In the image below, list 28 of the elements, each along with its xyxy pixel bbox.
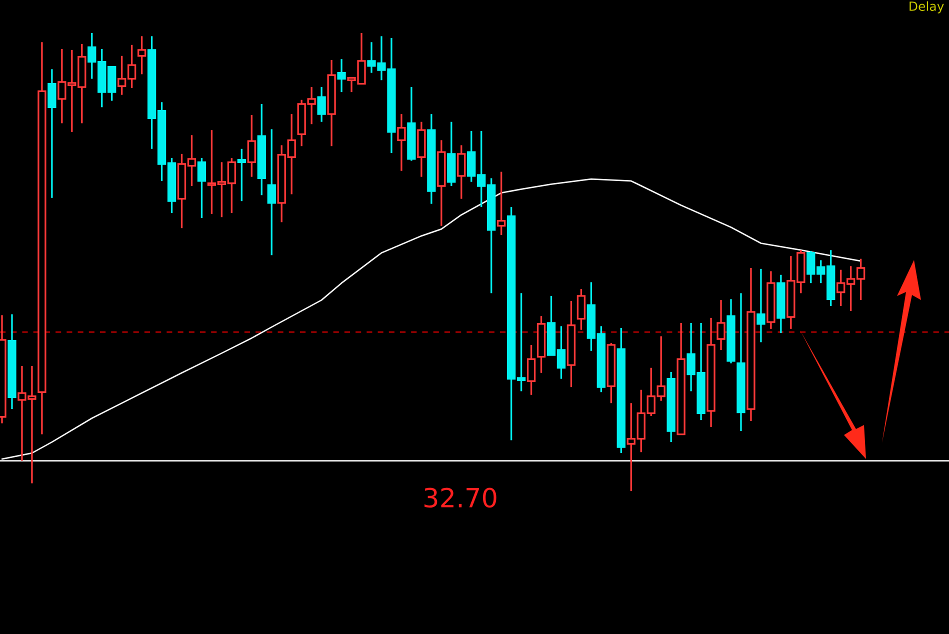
candlestick [526,344,536,396]
candlestick [327,59,336,147]
candlestick [337,58,346,93]
candlestick [756,268,766,344]
candlestick [237,148,246,202]
candlestick [8,313,16,410]
candlestick [437,139,446,227]
candlestick [766,270,776,330]
candlestick [776,274,786,334]
candlestick [706,317,716,428]
candlestick [267,128,276,256]
candlestick [496,170,506,236]
candlestick [317,86,326,123]
candlestick [38,41,46,436]
candlestick [716,299,726,351]
candlestick [397,113,406,172]
candlestick [566,300,576,388]
annotation: 32.70 [424,488,496,508]
text: Delay [910,1,944,14]
candlestick [736,292,746,432]
candlestick [666,371,676,443]
candlestick [137,35,146,76]
candlestick [48,68,56,199]
candlestick [427,113,436,205]
candlestick [247,114,256,178]
candlestick [746,267,756,422]
candlestick [257,103,266,196]
candlestick [417,121,426,178]
